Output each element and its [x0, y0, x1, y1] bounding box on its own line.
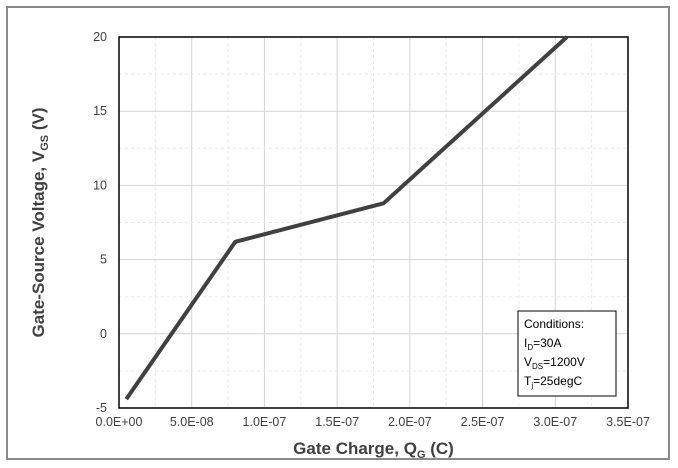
y-tick-label: 15	[93, 104, 107, 118]
x-axis-title: Gate Charge, QG (C)	[293, 439, 454, 461]
conditions-box: Conditions: ID=30A VDS=1200V Tj=25degC	[517, 310, 617, 397]
x-tick-label: 0.0E+00	[96, 415, 143, 429]
x-axis-title-tail: (C)	[426, 439, 454, 458]
series-line	[124, 35, 569, 401]
x-tick-label: 2.0E-07	[388, 415, 432, 429]
x-tick-label: 1.0E-07	[243, 415, 287, 429]
x-axis-title-sub: G	[417, 449, 426, 461]
y-tick-label: 5	[100, 253, 107, 267]
x-tick-label: 1.5E-07	[315, 415, 359, 429]
y-tick-label: -5	[96, 401, 107, 415]
conditions-line: ID=30A	[524, 336, 561, 352]
y-axis-title-main: Gate-Source Voltage, V	[29, 150, 48, 337]
x-tick-label: 2.5E-07	[461, 415, 505, 429]
x-tick-label: 3.0E-07	[533, 415, 577, 429]
y-axis-title-sub: GS	[39, 135, 51, 151]
x-tick-label: 3.5E-07	[606, 415, 650, 429]
y-tick-label: 10	[93, 178, 107, 192]
conditions-box-border	[517, 310, 617, 397]
series-layer	[124, 35, 569, 401]
plot-area	[118, 36, 629, 409]
x-axis-title-main: Gate Charge, Q	[293, 439, 417, 458]
conditions-line: Conditions:	[524, 317, 584, 331]
y-axis-title: Gate-Source Voltage, VGS (V)	[29, 107, 51, 337]
x-tick-label: 5.0E-08	[170, 415, 214, 429]
y-tick-label: 0	[100, 327, 107, 341]
y-tick-label: 20	[93, 30, 107, 44]
conditions-line: Tj=25degC	[524, 374, 583, 390]
y-tick-labels: -5 0 5 10 15 20	[93, 30, 107, 415]
conditions-line: VDS=1200V	[524, 355, 585, 371]
gridlines	[119, 37, 628, 408]
x-tick-labels: 0.0E+00 5.0E-08 1.0E-07 1.5E-07 2.0E-07 2.5E-…	[96, 415, 650, 429]
y-axis-title-tail: (V)	[29, 107, 48, 134]
